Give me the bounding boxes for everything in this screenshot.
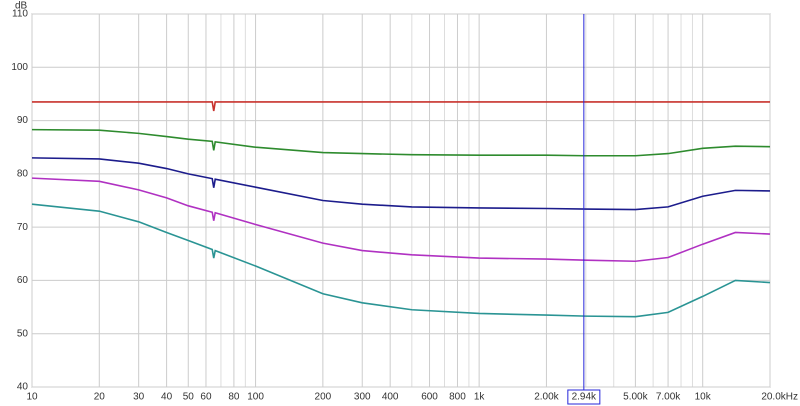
series-line <box>32 101 770 112</box>
x-tick-label: 20 <box>94 392 106 403</box>
x-tick-label: 7.00k <box>656 392 681 403</box>
y-tick-label: 80 <box>17 168 29 179</box>
series-line <box>31 128 771 157</box>
x-tick-label: 40 <box>161 392 173 403</box>
x-tick-label: 50 <box>183 392 195 403</box>
y-tick-label: 40 <box>17 382 29 393</box>
x-tick-label: 10 <box>26 392 38 403</box>
x-tick-label: 80 <box>228 392 240 403</box>
y-unit: dB <box>15 1 28 12</box>
series-line <box>31 177 771 263</box>
x-tick-label: 20.0kHz <box>761 392 798 403</box>
x-tick-label: 600 <box>421 392 438 403</box>
y-tick-label: 90 <box>17 115 29 126</box>
x-tick-label: 10k <box>695 392 712 403</box>
x-tick-label: 30 <box>133 392 145 403</box>
cursor-label-box <box>567 389 601 405</box>
y-tick-label: 110 <box>12 9 28 20</box>
cursor-label: 2.94k <box>572 392 597 403</box>
plot-area <box>31 13 771 388</box>
x-tick-label: 1k <box>474 392 486 403</box>
y-tick-label: 50 <box>17 328 29 339</box>
y-tick-label: 60 <box>17 275 29 286</box>
x-tick-label: 300 <box>354 392 371 403</box>
x-tick-label: 200 <box>315 392 332 403</box>
x-tick-label: 60 <box>200 392 212 403</box>
series-line <box>31 203 771 318</box>
x-tick-label: 800 <box>449 392 466 403</box>
x-tick-label: 2.00k <box>534 392 559 403</box>
y-tick-label: 70 <box>17 222 29 233</box>
series-line <box>31 157 771 211</box>
y-tick-label: 100 <box>11 62 28 73</box>
x-tick-label: 400 <box>382 392 399 403</box>
x-tick-label: 100 <box>247 392 264 403</box>
x-tick-label: 5.00k <box>623 392 648 403</box>
